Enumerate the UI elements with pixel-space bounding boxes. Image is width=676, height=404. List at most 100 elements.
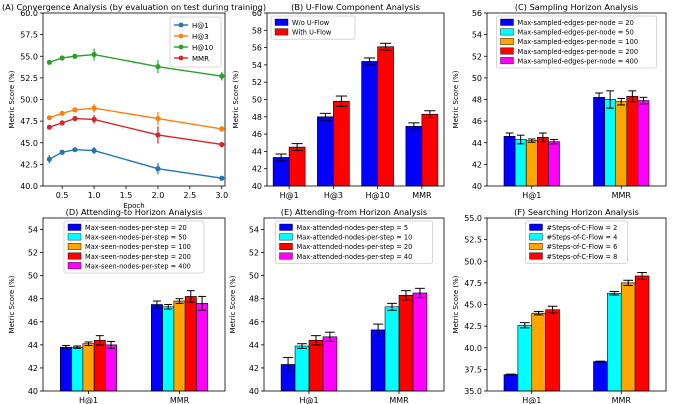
bar [531, 312, 546, 392]
y-axis-label: Metric Score (%) [8, 70, 16, 128]
chart-panel: 0.5 1.0 1.5 2.0 2.5 3.0 Epoch 40.0 42.5 45.0 47.5 5… [2, 2, 266, 210]
legend-marker [178, 33, 184, 39]
y-tick-label: 48 [252, 113, 262, 122]
bar [150, 304, 163, 392]
legend-label: Max-attended-nodes-per-step = 10 [297, 234, 413, 242]
y-tick-label: 56 [252, 44, 262, 53]
chart-panel: H@1 MMR 35.0 37.5 40.0 42.5 45.0 47.5 50.0 52.5 55… [452, 207, 667, 404]
y-tick-label: 46 [28, 318, 38, 327]
chart-title: (D) Attending-to Horizon Analysis [66, 207, 203, 217]
legend-swatch [67, 242, 82, 250]
legend-label: Max-sampled-edges-per-node = 50 [518, 29, 634, 37]
bar [272, 157, 290, 187]
y-tick-label: 42 [472, 160, 482, 169]
data-point [219, 175, 225, 181]
legend-swatch [529, 242, 543, 250]
y-tick-label: 52 [252, 78, 262, 87]
bar [288, 146, 306, 187]
x-tick-label: MMR [612, 191, 632, 200]
legend-label: Max-sampled-edges-per-node = 20 [518, 19, 634, 27]
bar [607, 292, 622, 392]
x-tick-label: H@1 [299, 396, 318, 404]
legend-swatch [279, 242, 293, 250]
legend-swatch [500, 57, 514, 65]
x-tick-label: 1.5 [120, 191, 133, 200]
bar [184, 296, 197, 392]
bar [421, 113, 439, 187]
bar [548, 141, 560, 187]
bar [370, 329, 386, 392]
bar [615, 101, 628, 187]
legend-box [63, 220, 205, 274]
bar [637, 100, 650, 187]
y-tick-label: 40.0 [464, 344, 482, 353]
y-tick-label: 50 [472, 74, 482, 83]
legend-swatch [67, 223, 82, 231]
y-tick-label: 48 [472, 96, 482, 105]
chart-title: (C) Sampling Horizon Analysis [515, 2, 638, 12]
x-tick-label: 3.0 [215, 191, 228, 200]
y-tick-label: 52 [249, 249, 259, 258]
data-point [46, 59, 52, 65]
y-tick-label: 54 [249, 226, 259, 235]
legend-swatch [279, 233, 293, 241]
data-point [46, 115, 52, 121]
y-tick-label: 37.5 [464, 365, 482, 374]
data-point [91, 51, 97, 58]
x-tick-label: H@1 [79, 396, 98, 404]
legend-label: Max-sampled-edges-per-node = 400 [518, 57, 639, 65]
bar [536, 137, 549, 187]
y-tick-label: 44 [472, 139, 482, 148]
y-tick-label: 60 [252, 9, 262, 18]
legend-swatch [279, 252, 293, 260]
bar [545, 309, 560, 392]
y-tick-label: 54 [252, 61, 262, 70]
chart-panel: H@1 H@3 H@10 MMR 40 42 44 46 48 50 52 54 56 58 60 Metri… [232, 2, 445, 200]
bar [93, 339, 106, 392]
bar [604, 99, 617, 187]
y-axis-label: Metric Score (%) [232, 70, 240, 128]
legend-label: Max-seen-nodes-per-step = 200 [85, 253, 191, 261]
data-point [72, 53, 78, 59]
chart-panel: H@1 MMR 40 42 44 46 48 50 52 54 Metric Score (%) Ma… [8, 207, 226, 404]
y-tick-label: 52 [28, 249, 38, 258]
bar [514, 139, 527, 187]
data-point [46, 156, 52, 162]
bar [333, 100, 350, 187]
x-axis-label: Epoch [123, 202, 144, 210]
bar [517, 324, 533, 392]
x-tick-label: 1.0 [88, 191, 101, 200]
legend-swatch [279, 223, 293, 231]
legend-label: H@10 [192, 44, 213, 52]
legend-box [169, 16, 222, 68]
bar [398, 294, 414, 392]
legend-label: Max-seen-nodes-per-step = 100 [85, 243, 191, 251]
x-tick-label: MMR [612, 396, 632, 404]
legend-label: Max-sampled-edges-per-node = 100 [518, 38, 639, 46]
y-tick-label: 42 [28, 364, 38, 373]
data-point [219, 141, 225, 148]
data-point [59, 120, 65, 126]
legend-box [270, 15, 356, 40]
y-tick-label: 55.0 [464, 214, 482, 223]
bar [626, 95, 639, 187]
x-tick-label: 2.5 [184, 191, 197, 200]
y-tick-label: 44 [28, 341, 38, 350]
chart-title: (F) Searching Horizon Analysis [514, 207, 639, 217]
chart-panel: H@1 MMR 40 42 44 46 48 50 52 54 Metric Score (%) Ma… [229, 207, 445, 404]
y-tick-label: 57.5 [20, 31, 38, 40]
chart-title: (A) Convergence Analysis (by evaluation … [2, 2, 266, 12]
bar [361, 61, 378, 187]
y-tick-label: 52 [472, 52, 482, 61]
data-point [46, 124, 52, 130]
y-axis-label: Metric Score (%) [452, 70, 460, 128]
y-tick-label: 42 [252, 165, 262, 174]
legend-label: #Steps-of-C-Flow = 8 [547, 253, 618, 261]
bar [525, 140, 538, 187]
data-point [219, 126, 225, 132]
legend-swatch [500, 38, 514, 45]
y-tick-label: 46 [472, 117, 482, 126]
bar [196, 303, 209, 392]
y-tick-label: 58 [252, 26, 262, 35]
legend-label: W/o U-Flow [292, 19, 330, 27]
